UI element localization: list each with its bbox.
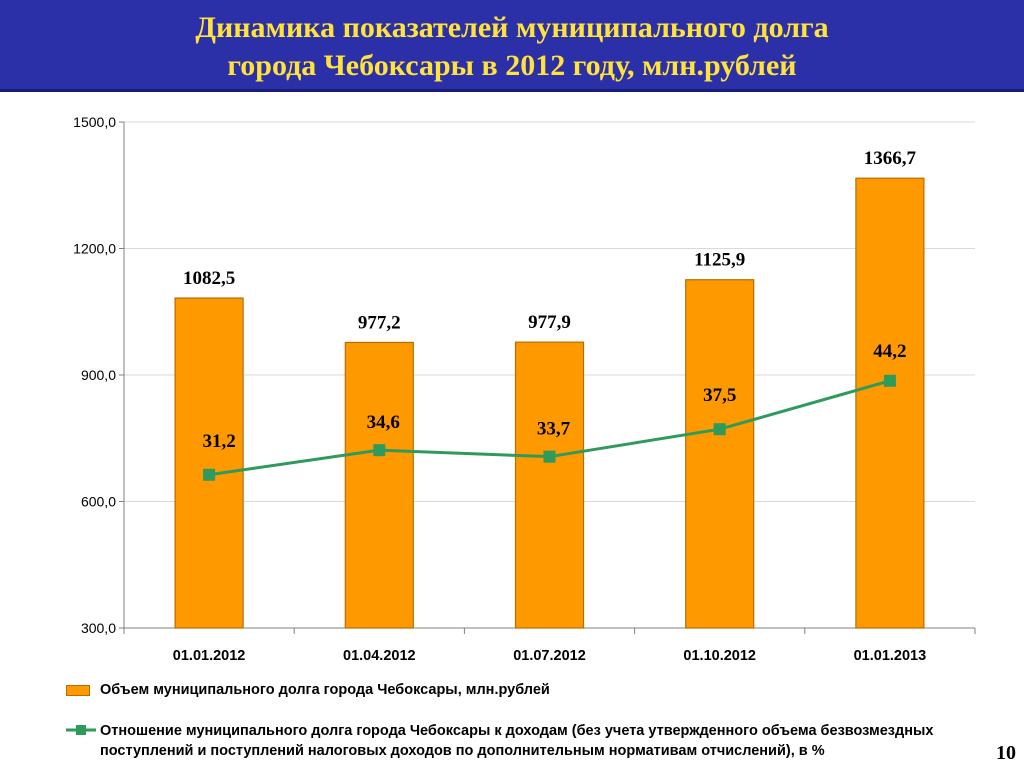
line-data-label: 37,5 bbox=[703, 385, 736, 406]
line-marker bbox=[373, 444, 386, 457]
legend-label-debt-volume: Объем муниципального долга города Чебокс… bbox=[100, 682, 550, 698]
line-data-label: 44,2 bbox=[873, 341, 906, 362]
y-tick-label: 900,0 bbox=[81, 367, 116, 383]
chart-area: 300,0 600,0 900,0 1200,0 1500,0 1082,5 977,2 97… bbox=[73, 114, 976, 664]
chart-title-line-2: города Чебоксары в 2012 году, млн.рублей bbox=[227, 49, 797, 82]
bar bbox=[855, 177, 925, 629]
line-data-label: 33,7 bbox=[537, 419, 571, 440]
line-marker bbox=[883, 374, 896, 387]
y-tick-label: 1500,0 bbox=[73, 114, 116, 130]
y-tick-label: 600,0 bbox=[81, 494, 116, 510]
line-marker bbox=[203, 468, 216, 481]
page-number: 10 bbox=[996, 742, 1016, 764]
line-marker bbox=[543, 450, 556, 463]
bar-data-label: 1125,9 bbox=[694, 250, 745, 271]
x-tick-label: 01.04.2012 bbox=[343, 648, 416, 664]
bar bbox=[685, 279, 755, 629]
bar-data-label: 1082,5 bbox=[183, 268, 235, 289]
chart-title-line-1: Динамика показателей муниципального долг… bbox=[195, 11, 829, 44]
bar-data-label: 977,9 bbox=[528, 312, 571, 333]
line-data-label: 34,6 bbox=[367, 412, 400, 433]
title-banner: Динамика показателей муниципального долг… bbox=[0, 0, 1024, 92]
bar-data-label: 977,2 bbox=[358, 312, 401, 333]
legend-label-debt-ratio: Отношение муниципального долга города Че… bbox=[100, 723, 934, 759]
line-marker bbox=[713, 423, 726, 436]
bar bbox=[344, 341, 414, 629]
bar bbox=[174, 297, 244, 629]
y-tick-label: 1200,0 bbox=[73, 241, 116, 257]
x-tick-label: 01.01.2013 bbox=[854, 648, 927, 664]
line-data-label: 31,2 bbox=[202, 431, 235, 452]
x-tick-label: 01.10.2012 bbox=[683, 648, 756, 664]
y-tick-label: 300,0 bbox=[81, 620, 116, 636]
x-tick-label: 01.07.2012 bbox=[513, 648, 586, 664]
bar-data-label: 1366,7 bbox=[864, 148, 917, 169]
legend-bar-swatch bbox=[66, 685, 90, 696]
legend-line-swatch bbox=[66, 725, 96, 735]
bar bbox=[514, 341, 585, 629]
x-tick-label: 01.01.2012 bbox=[173, 648, 246, 664]
